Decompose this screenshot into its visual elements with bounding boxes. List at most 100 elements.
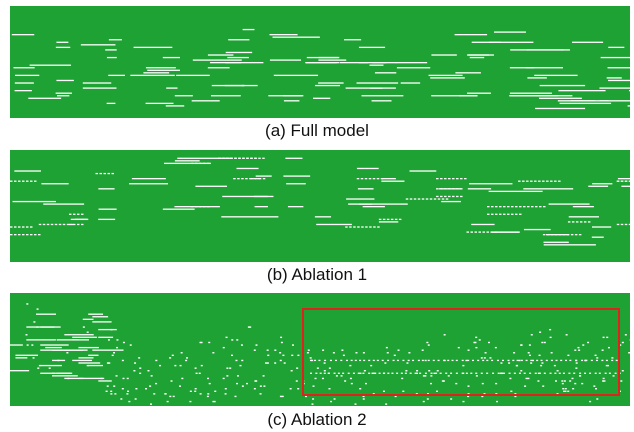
note xyxy=(70,218,88,221)
note xyxy=(620,223,624,226)
note xyxy=(556,393,559,395)
note xyxy=(491,359,494,362)
note xyxy=(616,223,620,226)
note xyxy=(113,352,116,354)
note xyxy=(601,349,604,351)
note xyxy=(608,372,611,374)
note xyxy=(36,313,57,315)
note xyxy=(40,344,69,346)
note xyxy=(10,234,13,236)
note xyxy=(509,377,512,380)
note xyxy=(131,178,166,180)
note xyxy=(199,393,202,395)
note xyxy=(80,213,84,215)
note xyxy=(360,178,364,180)
note xyxy=(135,388,138,390)
caption-full-model: (a) Full model xyxy=(265,121,369,140)
note xyxy=(607,67,630,69)
note xyxy=(262,375,265,377)
note xyxy=(18,180,21,182)
note xyxy=(195,206,198,208)
note xyxy=(285,157,303,159)
note xyxy=(38,223,42,226)
note xyxy=(400,82,421,84)
note xyxy=(66,352,69,354)
note xyxy=(362,395,365,398)
note xyxy=(474,231,477,233)
note xyxy=(535,206,538,208)
note xyxy=(207,54,234,56)
note xyxy=(431,95,478,97)
note xyxy=(307,349,310,351)
note xyxy=(392,359,395,362)
note xyxy=(372,359,375,362)
note xyxy=(578,234,582,236)
note xyxy=(240,344,243,346)
note xyxy=(377,226,380,228)
note xyxy=(374,372,377,375)
note xyxy=(537,380,540,382)
note xyxy=(413,198,417,200)
roll-background xyxy=(10,150,630,262)
note xyxy=(513,352,516,354)
note xyxy=(503,206,506,208)
note xyxy=(262,157,265,159)
note xyxy=(565,334,568,336)
note xyxy=(409,198,413,200)
note xyxy=(225,51,253,54)
note xyxy=(538,354,541,357)
note xyxy=(391,372,394,374)
note xyxy=(560,359,563,362)
note xyxy=(491,213,494,215)
note xyxy=(555,359,558,362)
note xyxy=(226,367,229,369)
note xyxy=(282,354,285,357)
note xyxy=(437,198,441,200)
note xyxy=(242,28,255,31)
note xyxy=(224,84,245,87)
note xyxy=(482,359,485,362)
note xyxy=(108,74,125,77)
note xyxy=(296,367,299,369)
note xyxy=(424,372,427,374)
note xyxy=(545,359,548,362)
note xyxy=(445,372,448,374)
note xyxy=(241,385,244,387)
note xyxy=(528,344,531,346)
note xyxy=(527,77,547,79)
note xyxy=(291,344,294,346)
note xyxy=(495,382,498,385)
note xyxy=(10,370,30,372)
note xyxy=(241,84,258,87)
note xyxy=(236,382,239,385)
note xyxy=(558,180,561,182)
note xyxy=(481,382,484,385)
note xyxy=(482,231,485,233)
note xyxy=(619,344,622,346)
note xyxy=(280,336,283,339)
note xyxy=(368,178,372,180)
note xyxy=(534,74,578,77)
note xyxy=(510,95,559,97)
note xyxy=(518,372,521,374)
note xyxy=(72,223,76,226)
note xyxy=(529,372,532,374)
note xyxy=(287,206,304,208)
note xyxy=(318,56,339,59)
note xyxy=(349,226,352,228)
note xyxy=(359,203,373,205)
note xyxy=(68,213,72,215)
piano-roll-full-model xyxy=(10,6,630,118)
note xyxy=(432,359,435,362)
note xyxy=(461,359,464,362)
note xyxy=(189,400,192,403)
note xyxy=(314,359,317,362)
note xyxy=(408,352,411,354)
note xyxy=(433,372,436,375)
note xyxy=(266,362,269,364)
note xyxy=(342,372,345,374)
note xyxy=(231,354,234,357)
note xyxy=(424,375,427,377)
note xyxy=(417,359,420,362)
note xyxy=(11,34,35,36)
